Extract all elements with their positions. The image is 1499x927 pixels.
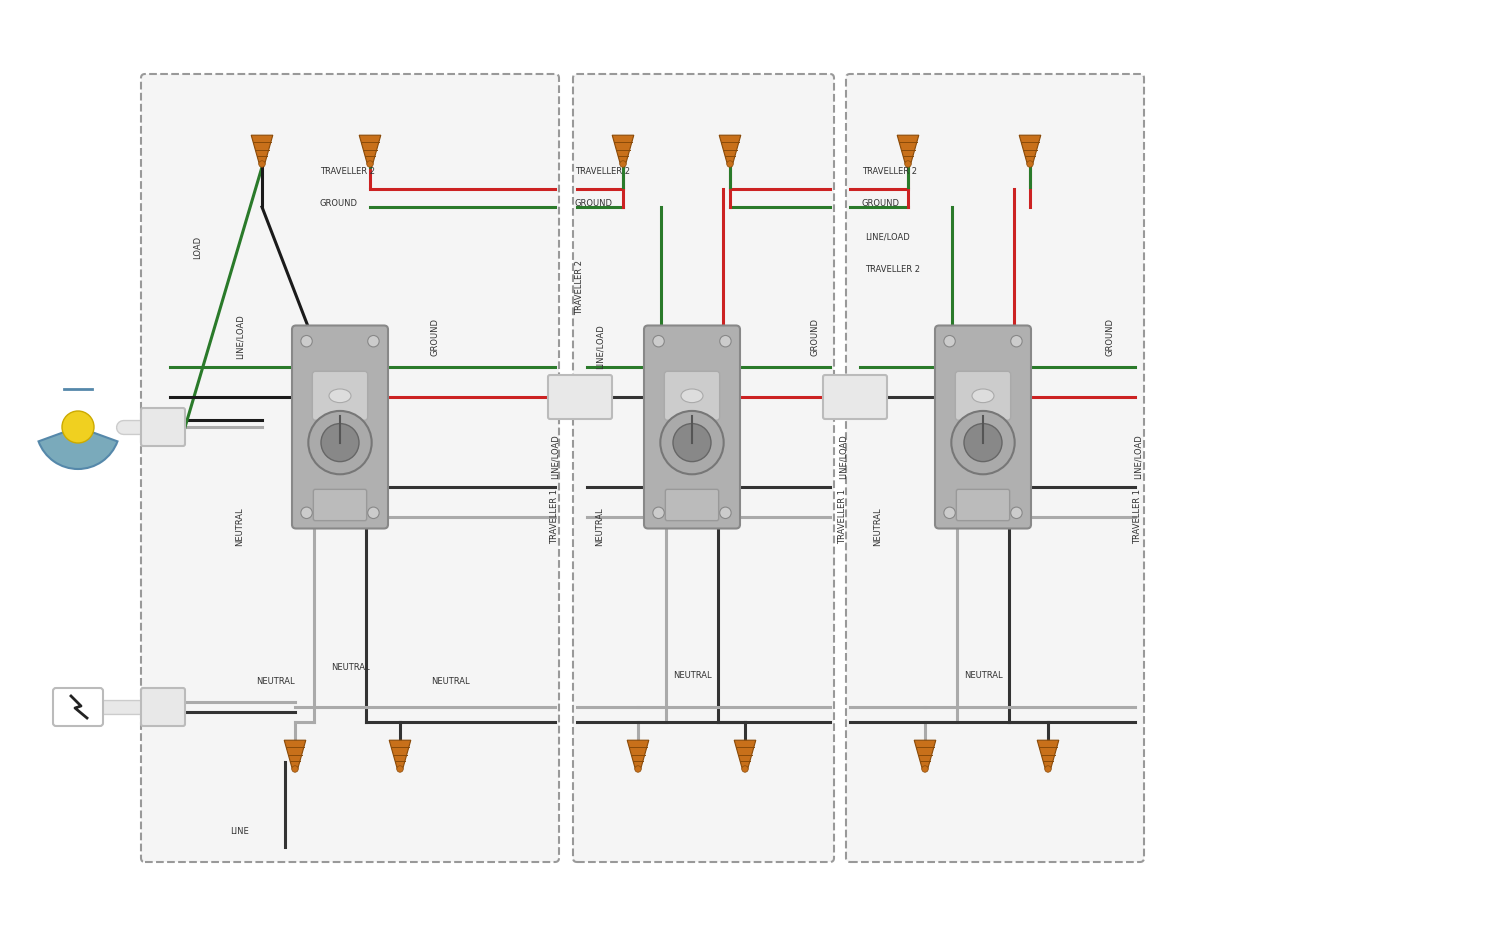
Polygon shape — [914, 740, 935, 769]
Circle shape — [309, 411, 372, 475]
FancyBboxPatch shape — [845, 74, 1144, 862]
Circle shape — [654, 507, 664, 518]
Text: TRAVELLER 1: TRAVELLER 1 — [1133, 489, 1142, 544]
Polygon shape — [360, 135, 381, 164]
FancyBboxPatch shape — [573, 74, 833, 862]
Text: LINE: LINE — [231, 828, 249, 836]
Circle shape — [1027, 160, 1033, 167]
Circle shape — [301, 336, 312, 347]
Text: NEUTRAL: NEUTRAL — [235, 508, 244, 546]
Ellipse shape — [971, 389, 994, 402]
FancyBboxPatch shape — [141, 74, 559, 862]
Text: TRAVELLER 1: TRAVELLER 1 — [550, 489, 559, 544]
Polygon shape — [898, 135, 919, 164]
Text: TRAVELLER 1: TRAVELLER 1 — [838, 489, 847, 544]
Circle shape — [259, 160, 265, 167]
FancyBboxPatch shape — [312, 372, 367, 420]
Circle shape — [321, 424, 358, 462]
Circle shape — [292, 766, 298, 772]
Circle shape — [742, 766, 748, 772]
FancyBboxPatch shape — [313, 489, 367, 521]
FancyBboxPatch shape — [664, 372, 720, 420]
Circle shape — [61, 411, 94, 443]
Circle shape — [1010, 507, 1022, 518]
Text: LINE/LOAD: LINE/LOAD — [235, 314, 244, 360]
FancyBboxPatch shape — [52, 688, 103, 726]
Text: GROUND: GROUND — [1105, 318, 1114, 356]
Text: NEUTRAL: NEUTRAL — [256, 678, 294, 687]
Polygon shape — [612, 135, 634, 164]
Polygon shape — [720, 135, 741, 164]
Polygon shape — [285, 740, 306, 769]
Circle shape — [905, 160, 911, 167]
Circle shape — [720, 507, 732, 518]
Circle shape — [673, 424, 711, 462]
Circle shape — [654, 336, 664, 347]
Polygon shape — [627, 740, 649, 769]
FancyBboxPatch shape — [292, 325, 388, 528]
Text: NEUTRAL: NEUTRAL — [331, 663, 369, 671]
Circle shape — [944, 336, 955, 347]
Text: LINE/LOAD: LINE/LOAD — [1133, 435, 1142, 479]
FancyBboxPatch shape — [141, 688, 184, 726]
Text: TRAVELLER 2: TRAVELLER 2 — [576, 260, 585, 314]
Text: LINE/LOAD: LINE/LOAD — [838, 435, 847, 479]
Circle shape — [661, 411, 724, 475]
Text: TRAVELLER 2: TRAVELLER 2 — [319, 167, 375, 175]
Circle shape — [301, 507, 312, 518]
FancyBboxPatch shape — [935, 325, 1031, 528]
Text: LOAD: LOAD — [193, 235, 202, 259]
Circle shape — [397, 766, 403, 772]
Polygon shape — [1037, 740, 1058, 769]
FancyBboxPatch shape — [956, 489, 1010, 521]
Polygon shape — [735, 740, 755, 769]
Polygon shape — [390, 740, 411, 769]
Wedge shape — [39, 427, 117, 469]
Polygon shape — [252, 135, 273, 164]
FancyBboxPatch shape — [666, 489, 718, 521]
FancyBboxPatch shape — [955, 372, 1010, 420]
Circle shape — [922, 766, 928, 772]
Text: TRAVELLER 2: TRAVELLER 2 — [865, 264, 920, 273]
Text: LINE/LOAD: LINE/LOAD — [865, 233, 910, 242]
Circle shape — [944, 507, 955, 518]
FancyBboxPatch shape — [645, 325, 741, 528]
Polygon shape — [1019, 135, 1040, 164]
Circle shape — [964, 424, 1001, 462]
Circle shape — [720, 336, 732, 347]
Text: GROUND: GROUND — [811, 318, 820, 356]
FancyBboxPatch shape — [549, 375, 612, 419]
Circle shape — [727, 160, 733, 167]
Text: NEUTRAL: NEUTRAL — [874, 508, 883, 546]
FancyBboxPatch shape — [823, 375, 887, 419]
Text: GROUND: GROUND — [862, 198, 899, 208]
Text: NEUTRAL: NEUTRAL — [964, 670, 1003, 679]
Circle shape — [1010, 336, 1022, 347]
Circle shape — [367, 336, 379, 347]
Circle shape — [952, 411, 1015, 475]
Text: GROUND: GROUND — [430, 318, 439, 356]
Text: GROUND: GROUND — [319, 198, 358, 208]
Ellipse shape — [328, 389, 351, 402]
Text: LINE/LOAD: LINE/LOAD — [595, 324, 604, 369]
Text: GROUND: GROUND — [576, 198, 613, 208]
Text: LINE/LOAD: LINE/LOAD — [550, 435, 559, 479]
Circle shape — [367, 507, 379, 518]
Circle shape — [619, 160, 627, 167]
Text: NEUTRAL: NEUTRAL — [673, 670, 712, 679]
Text: TRAVELLER 2: TRAVELLER 2 — [862, 167, 917, 175]
Text: NEUTRAL: NEUTRAL — [430, 678, 469, 687]
Ellipse shape — [681, 389, 703, 402]
Text: TRAVELLER 2: TRAVELLER 2 — [576, 167, 630, 175]
Circle shape — [1045, 766, 1051, 772]
FancyBboxPatch shape — [141, 408, 184, 446]
Circle shape — [634, 766, 642, 772]
Circle shape — [367, 160, 373, 167]
Text: NEUTRAL: NEUTRAL — [595, 508, 604, 546]
